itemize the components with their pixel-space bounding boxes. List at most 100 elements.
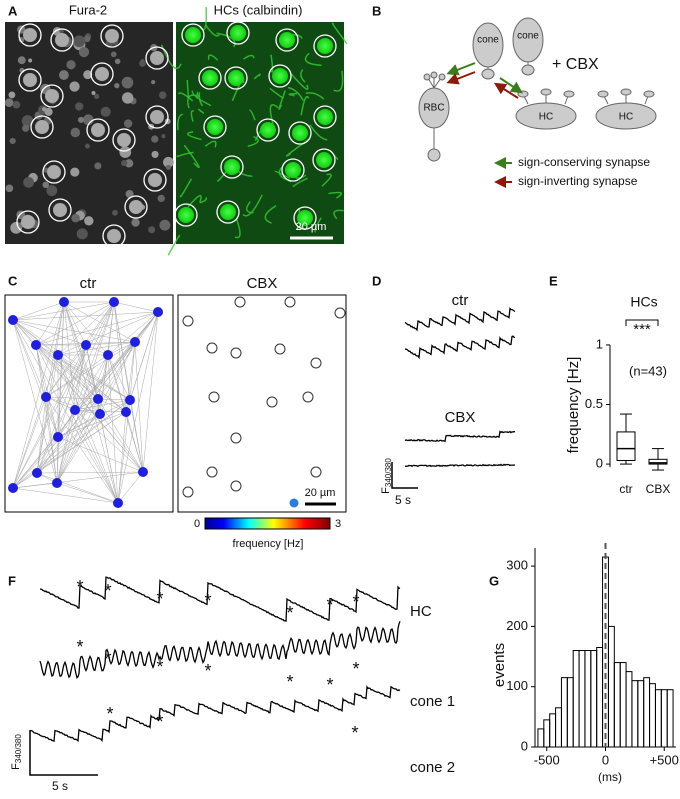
event-marker: *	[156, 657, 163, 677]
roi-circle	[145, 105, 169, 129]
correlation-line	[36, 471, 144, 474]
cell-dot	[81, 340, 91, 350]
cell-dot	[274, 343, 286, 355]
cell-dot	[52, 478, 62, 488]
correlation-line	[35, 311, 159, 346]
correlation-line	[56, 354, 109, 484]
roi-circle	[313, 34, 337, 58]
hc-cell	[220, 204, 236, 220]
cell-spot	[163, 156, 174, 168]
event-marker: *	[204, 661, 211, 681]
correlation-line	[35, 344, 47, 398]
image-title: Fura-2	[69, 2, 107, 17]
event-marker: *	[326, 675, 333, 695]
cell-spot	[100, 106, 111, 117]
dendrite	[253, 73, 261, 80]
correlation-line	[113, 301, 159, 313]
cell-dot	[230, 347, 242, 359]
dendrite	[285, 137, 311, 157]
dendrite	[187, 194, 202, 208]
correlation-line	[12, 311, 159, 321]
cell-dot	[93, 394, 103, 404]
correlation-line	[74, 344, 87, 411]
correlation-line	[12, 398, 99, 489]
correlation-line	[36, 413, 101, 474]
fura-cell	[105, 29, 119, 43]
fura-cell	[150, 51, 164, 65]
hc-cell	[207, 119, 223, 135]
cell-spot	[58, 70, 69, 80]
histogram-bin	[555, 707, 562, 748]
dendrite	[191, 90, 212, 107]
correlation-line	[117, 311, 159, 504]
correlation-line	[12, 319, 87, 346]
hc-cell	[178, 207, 194, 223]
trace-label: cone 2	[410, 759, 455, 776]
roi-circle	[18, 23, 42, 47]
cell-dot	[153, 307, 163, 317]
cell-spot	[59, 28, 64, 34]
correlation-line	[12, 301, 65, 489]
y-tick-label: 200	[506, 618, 528, 633]
cell-spot	[161, 133, 166, 139]
roi-circle	[226, 21, 250, 45]
cell-dot	[103, 350, 113, 360]
correlation-line	[35, 301, 65, 346]
scale-label: F340/380	[380, 458, 393, 494]
dendrite	[207, 54, 219, 61]
y-axis-label: frequency [Hz]	[565, 357, 582, 454]
event-marker: *	[76, 637, 83, 657]
dendrite	[249, 109, 256, 121]
x-tick-label: -500	[534, 752, 560, 767]
fura-cell	[47, 165, 61, 179]
cell-spot	[83, 70, 93, 80]
cell-spot	[84, 216, 94, 226]
cell-diagram	[418, 17, 657, 162]
colorbar	[204, 517, 331, 530]
cell-spot	[121, 92, 134, 104]
cell-spot	[9, 137, 16, 145]
cell-label: cone	[517, 31, 539, 42]
scale-label: 20 µm	[296, 221, 327, 233]
correlation-line	[45, 301, 115, 398]
fura-cell	[21, 215, 35, 229]
scale-label-main: F	[10, 763, 22, 770]
correlation-line	[56, 482, 119, 504]
cell-spot	[151, 150, 159, 159]
hc-cell	[285, 162, 301, 178]
cell-spot	[114, 82, 120, 89]
image-title: HCs (calbindin)	[214, 2, 303, 17]
dendrite	[204, 24, 220, 37]
hc-cell	[316, 152, 332, 168]
dendrite	[198, 94, 204, 107]
correlation-line	[35, 344, 131, 401]
cell-label: RBC	[423, 103, 444, 114]
cell-dot	[206, 466, 218, 478]
correlation-line	[12, 436, 59, 489]
dendrite	[242, 194, 263, 217]
trace-label: HC	[410, 603, 432, 620]
cell-spot	[84, 143, 90, 149]
cell-dot	[206, 342, 218, 354]
hc-cell	[272, 68, 288, 84]
correlation-line	[63, 301, 99, 400]
scale-label-sub: 340/380	[14, 734, 23, 763]
dendrite	[186, 131, 202, 141]
roi-circle	[275, 28, 299, 52]
correlation-line	[85, 341, 136, 346]
fura-cell	[107, 229, 121, 243]
dendrite	[176, 151, 194, 158]
y-tick-label: 100	[506, 678, 528, 693]
fura-cell	[95, 67, 109, 81]
correlation-line	[57, 341, 136, 356]
event-marker: *	[286, 603, 293, 623]
correlation-line	[45, 396, 59, 438]
histogram-bin	[625, 671, 633, 748]
correlation-line	[57, 354, 76, 411]
x-axis-label: (ms)	[598, 770, 622, 784]
panel-label: F	[8, 573, 16, 588]
histogram-bin	[549, 713, 557, 748]
correlation-line	[134, 341, 144, 473]
hc-cell	[202, 70, 218, 86]
scale-bar	[391, 462, 418, 489]
